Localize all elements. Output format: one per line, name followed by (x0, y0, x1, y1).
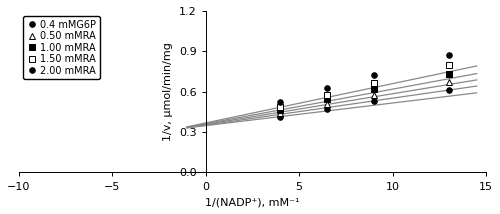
Y-axis label: 1/v, μmol/min/mg: 1/v, μmol/min/mg (164, 42, 173, 141)
X-axis label: 1/(NADP⁺), mM⁻¹: 1/(NADP⁺), mM⁻¹ (205, 197, 300, 207)
Legend: 0.4 mMG6P, 0.50 mMRA, 1.00 mMRA, 1.50 mMRA, 2.00 mMRA: 0.4 mMG6P, 0.50 mMRA, 1.00 mMRA, 1.50 mM… (24, 16, 100, 79)
